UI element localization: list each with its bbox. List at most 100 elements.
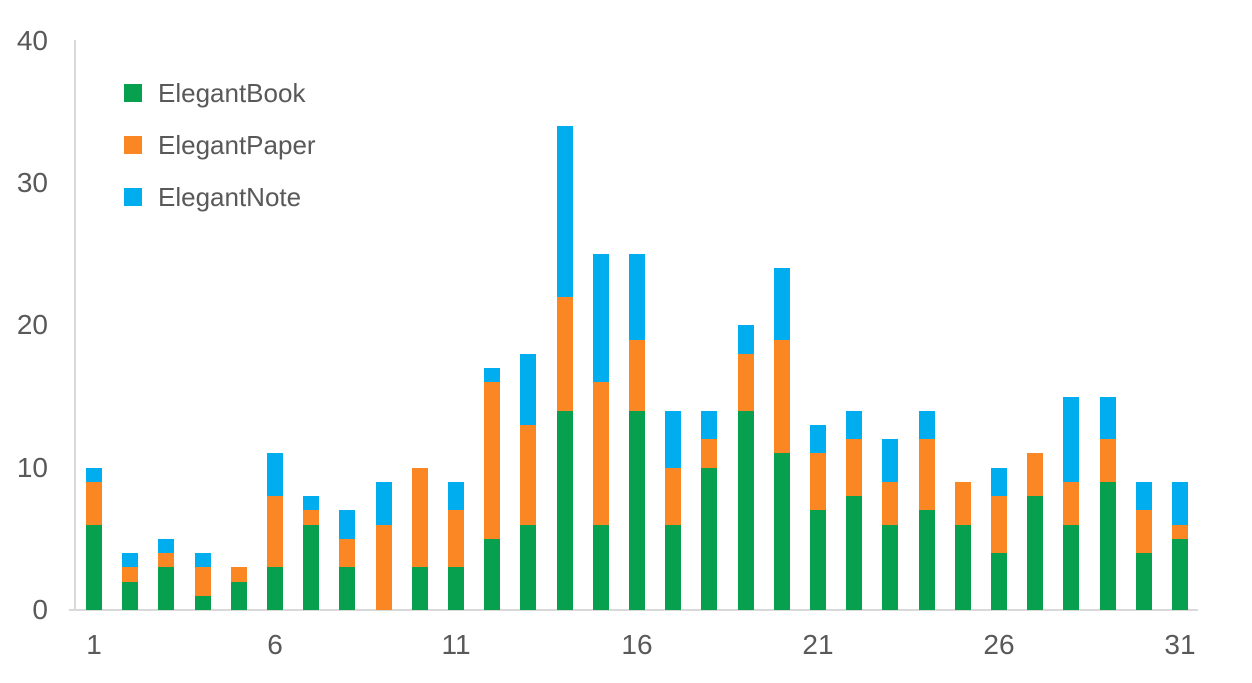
bar-segment-elegantpaper-day-29 bbox=[1099, 439, 1116, 482]
bar-segment-elegantnote-day-9 bbox=[375, 481, 392, 525]
bar-segment-elegantpaper-day-8 bbox=[339, 538, 356, 568]
x-axis-label-6: 6 bbox=[267, 629, 283, 660]
bar-segment-elegantpaper-day-19 bbox=[737, 353, 754, 411]
bar-segment-elegantnote-day-17 bbox=[665, 410, 682, 468]
bar-segment-elegantnote-day-26 bbox=[991, 467, 1007, 497]
bar-segment-elegantbook-day-3 bbox=[158, 567, 175, 610]
bar-segment-elegantpaper-day-5 bbox=[230, 567, 247, 582]
x-axis-label-1: 1 bbox=[86, 629, 102, 660]
bar-segment-elegantbook-day-28 bbox=[1063, 524, 1080, 610]
bar-segment-elegantnote-day-2 bbox=[122, 553, 139, 568]
bar-segment-elegantbook-day-15 bbox=[592, 524, 609, 610]
bar-segment-elegantnote-day-31 bbox=[1172, 481, 1188, 525]
bar-segment-elegantpaper-day-26 bbox=[991, 496, 1007, 554]
bar-segment-elegantpaper-day-16 bbox=[629, 339, 645, 411]
legend-item-elegantpaper: ElegantPaper bbox=[124, 128, 316, 162]
bar-segment-elegantnote-day-15 bbox=[592, 254, 609, 383]
bar-segment-elegantpaper-day-23 bbox=[882, 481, 899, 525]
bar-segment-elegantpaper-day-22 bbox=[846, 439, 863, 497]
bar-segment-elegantnote-day-30 bbox=[1135, 481, 1152, 511]
bar-segment-elegantpaper-day-15 bbox=[592, 382, 609, 525]
x-axis-label-21: 21 bbox=[802, 629, 834, 660]
legend-swatch-icon-elegantpaper bbox=[124, 136, 142, 154]
y-axis-line bbox=[74, 40, 76, 611]
bar-segment-elegantbook-day-7 bbox=[303, 524, 320, 610]
x-axis-label-31: 31 bbox=[1164, 629, 1196, 660]
bar-segment-elegantnote-day-8 bbox=[339, 510, 356, 539]
bar-segment-elegantnote-day-29 bbox=[1099, 396, 1116, 440]
bar-segment-elegantbook-day-12 bbox=[484, 538, 501, 610]
bar-segment-elegantpaper-day-12 bbox=[484, 382, 501, 539]
bar-segment-elegantnote-day-1 bbox=[86, 467, 102, 482]
bar-segment-elegantbook-day-20 bbox=[773, 453, 790, 610]
bar-segment-elegantnote-day-28 bbox=[1063, 396, 1080, 482]
bar-segment-elegantbook-day-4 bbox=[194, 595, 211, 610]
bar-segment-elegantbook-day-24 bbox=[918, 510, 935, 610]
legend-item-elegantnote: ElegantNote bbox=[124, 180, 316, 214]
bar-segment-elegantnote-day-14 bbox=[556, 126, 573, 297]
bar-segment-elegantpaper-day-6 bbox=[267, 496, 283, 568]
bar-segment-elegantpaper-day-21 bbox=[810, 453, 826, 511]
bar-segment-elegantbook-day-23 bbox=[882, 524, 899, 610]
bar-segment-elegantbook-day-29 bbox=[1099, 481, 1116, 610]
bar-segment-elegantpaper-day-14 bbox=[556, 296, 573, 411]
bar-segment-elegantpaper-day-7 bbox=[303, 510, 320, 525]
bar-segment-elegantbook-day-27 bbox=[1027, 496, 1044, 610]
bar-segment-elegantpaper-day-27 bbox=[1027, 453, 1044, 497]
bar-segment-elegantpaper-day-13 bbox=[520, 425, 537, 525]
y-axis-label-0: 0 bbox=[32, 594, 48, 625]
bar-segment-elegantbook-day-22 bbox=[846, 496, 863, 610]
x-axis-line bbox=[69, 609, 1198, 611]
bar-segment-elegantnote-day-24 bbox=[918, 410, 935, 440]
bar-segment-elegantbook-day-17 bbox=[665, 524, 682, 610]
bar-segment-elegantbook-day-19 bbox=[737, 410, 754, 610]
legend-label-elegantpaper: ElegantPaper bbox=[158, 129, 316, 160]
bar-segment-elegantpaper-day-20 bbox=[773, 339, 790, 454]
legend-label-elegantbook: ElegantBook bbox=[158, 77, 306, 108]
y-axis-label-20: 20 bbox=[16, 309, 48, 341]
bar-segment-elegantnote-day-21 bbox=[810, 425, 826, 454]
bar-segment-elegantbook-day-11 bbox=[448, 567, 464, 610]
legend-swatch-icon-elegantbook bbox=[124, 84, 142, 102]
bar-segment-elegantpaper-day-18 bbox=[701, 439, 718, 468]
bar-segment-elegantbook-day-10 bbox=[411, 567, 428, 610]
bar-segment-elegantnote-day-19 bbox=[737, 325, 754, 354]
bar-segment-elegantpaper-day-3 bbox=[158, 553, 175, 568]
bar-segment-elegantnote-day-7 bbox=[303, 496, 320, 511]
bar-segment-elegantbook-day-18 bbox=[701, 467, 718, 610]
bar-segment-elegantpaper-day-10 bbox=[411, 467, 428, 568]
bar-segment-elegantpaper-day-2 bbox=[122, 567, 139, 582]
bar-segment-elegantnote-day-20 bbox=[773, 268, 790, 340]
bar-segment-elegantnote-day-16 bbox=[629, 254, 645, 340]
bar-segment-elegantbook-day-21 bbox=[810, 510, 826, 610]
bar-segment-elegantpaper-day-28 bbox=[1063, 481, 1080, 525]
bar-segment-elegantbook-day-31 bbox=[1172, 538, 1188, 610]
bar-segment-elegantbook-day-26 bbox=[991, 553, 1007, 610]
bar-segment-elegantnote-day-11 bbox=[448, 481, 464, 511]
bar-segment-elegantnote-day-13 bbox=[520, 353, 537, 425]
bar-segment-elegantpaper-day-17 bbox=[665, 467, 682, 525]
bar-segment-elegantbook-day-13 bbox=[520, 524, 537, 610]
legend-label-elegantnote: ElegantNote bbox=[158, 181, 302, 212]
bar-segment-elegantpaper-day-4 bbox=[194, 567, 211, 596]
bar-segment-elegantbook-day-25 bbox=[954, 524, 971, 610]
legend-item-elegantbook: ElegantBook bbox=[124, 76, 316, 110]
bar-segment-elegantbook-day-30 bbox=[1135, 553, 1152, 610]
bar-segment-elegantbook-day-2 bbox=[122, 581, 139, 610]
x-axis-label-16: 16 bbox=[621, 629, 653, 660]
bar-segment-elegantpaper-day-25 bbox=[954, 481, 971, 525]
bar-segment-elegantpaper-day-31 bbox=[1172, 524, 1188, 539]
bar-segment-elegantbook-day-6 bbox=[267, 567, 283, 610]
bar-segment-elegantbook-day-5 bbox=[230, 581, 247, 610]
bar-segment-elegantnote-day-22 bbox=[846, 410, 863, 440]
bar-segment-elegantpaper-day-30 bbox=[1135, 510, 1152, 554]
bar-segment-elegantnote-day-3 bbox=[158, 538, 175, 554]
bar-segment-elegantnote-day-6 bbox=[267, 453, 283, 497]
bar-segment-elegantpaper-day-1 bbox=[86, 481, 102, 525]
bar-segment-elegantnote-day-4 bbox=[194, 553, 211, 568]
bar-segment-elegantbook-day-16 bbox=[629, 410, 645, 610]
bar-segment-elegantpaper-day-9 bbox=[375, 524, 392, 610]
y-axis-label-30: 30 bbox=[16, 167, 48, 199]
y-axis-label-40: 40 bbox=[16, 24, 48, 56]
